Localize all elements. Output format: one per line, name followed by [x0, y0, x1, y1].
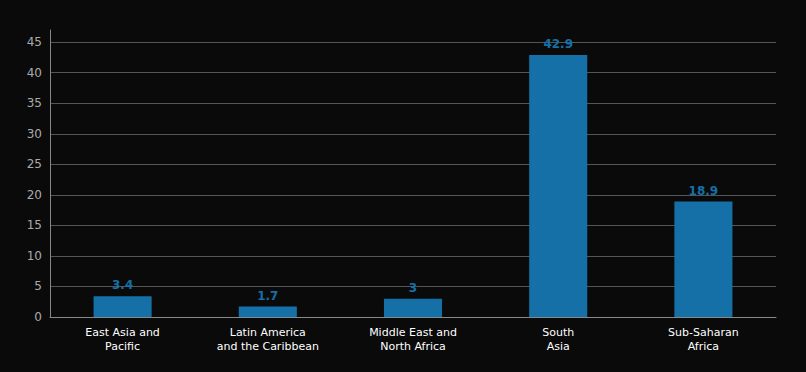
svg-text:South: South: [542, 326, 574, 339]
svg-text:North Africa: North Africa: [380, 340, 446, 353]
svg-text:Latin America: Latin America: [230, 326, 306, 339]
svg-text:30: 30: [27, 127, 42, 141]
svg-text:0: 0: [34, 310, 42, 324]
svg-text:5: 5: [34, 279, 42, 293]
svg-text:East Asia and: East Asia and: [85, 326, 159, 339]
svg-text:18.9: 18.9: [689, 184, 719, 198]
svg-text:20: 20: [27, 188, 42, 202]
svg-text:10: 10: [27, 249, 42, 263]
svg-text:3.4: 3.4: [112, 278, 133, 292]
svg-text:35: 35: [27, 96, 42, 110]
svg-text:40: 40: [27, 66, 42, 80]
svg-text:42.9: 42.9: [543, 37, 573, 51]
svg-text:Asia: Asia: [547, 340, 570, 353]
svg-text:Middle East and: Middle East and: [369, 326, 457, 339]
svg-text:Sub-Saharan: Sub-Saharan: [668, 326, 739, 339]
svg-text:Africa: Africa: [688, 340, 719, 353]
svg-text:and the Caribbean: and the Caribbean: [217, 340, 319, 353]
svg-text:3: 3: [409, 281, 417, 295]
svg-text:1.7: 1.7: [257, 289, 278, 303]
svg-text:Pacific: Pacific: [105, 340, 140, 353]
svg-text:15: 15: [27, 218, 42, 232]
svg-text:25: 25: [27, 157, 42, 171]
svg-text:45: 45: [27, 35, 42, 49]
